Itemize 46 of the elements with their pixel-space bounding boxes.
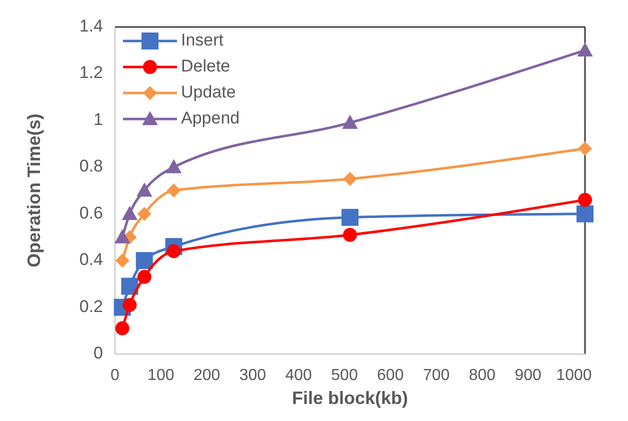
y-tick-label: 1 bbox=[94, 110, 103, 129]
legend-label: Append bbox=[181, 108, 240, 128]
point bbox=[343, 228, 357, 242]
point bbox=[136, 252, 153, 270]
y-tick-label: 0 bbox=[94, 343, 103, 362]
x-tick-label: 900 bbox=[514, 367, 542, 384]
x-tick-label: 400 bbox=[285, 367, 312, 384]
point bbox=[114, 230, 130, 244]
point bbox=[342, 208, 358, 226]
point bbox=[342, 115, 358, 129]
y-tick-label: 0.6 bbox=[79, 203, 103, 222]
point bbox=[115, 254, 130, 268]
y-tick-label: 0.4 bbox=[79, 250, 103, 270]
x-tick-label: 800 bbox=[468, 367, 496, 384]
point bbox=[122, 298, 137, 312]
x-axis-title: File block(kb) bbox=[292, 388, 408, 408]
point bbox=[166, 184, 181, 198]
x-tick-label: 500 bbox=[331, 367, 358, 384]
legend-label: Insert bbox=[181, 30, 224, 50]
x-tick-label: 300 bbox=[239, 367, 266, 384]
legend-label: Delete bbox=[181, 56, 230, 76]
y-tick-label: 0.8 bbox=[79, 156, 103, 176]
y-tick-label: 1.4 bbox=[79, 16, 103, 36]
point bbox=[137, 206, 152, 221]
x-tick-label: 200 bbox=[193, 367, 220, 384]
x-tick-label: 100 bbox=[148, 367, 174, 384]
point bbox=[166, 244, 181, 258]
point bbox=[166, 160, 182, 174]
y-axis-title: Operation Time(s) bbox=[24, 114, 44, 268]
point bbox=[578, 42, 592, 56]
y-tick-label: 0.2 bbox=[79, 296, 103, 316]
point bbox=[137, 270, 152, 284]
x-tick-label: 600 bbox=[377, 367, 404, 384]
legend-label: Update bbox=[181, 82, 236, 102]
point bbox=[578, 192, 592, 207]
point bbox=[576, 205, 594, 222]
point bbox=[136, 183, 152, 197]
x-tick-label: 1000 bbox=[556, 367, 592, 384]
point bbox=[115, 321, 130, 336]
x-tick-label: 0 bbox=[110, 367, 120, 384]
y-tick-label: 1.2 bbox=[79, 63, 103, 82]
x-tick-label: 700 bbox=[422, 367, 450, 384]
point bbox=[122, 206, 138, 220]
point bbox=[121, 278, 138, 295]
point bbox=[578, 141, 592, 156]
point bbox=[343, 172, 357, 186]
